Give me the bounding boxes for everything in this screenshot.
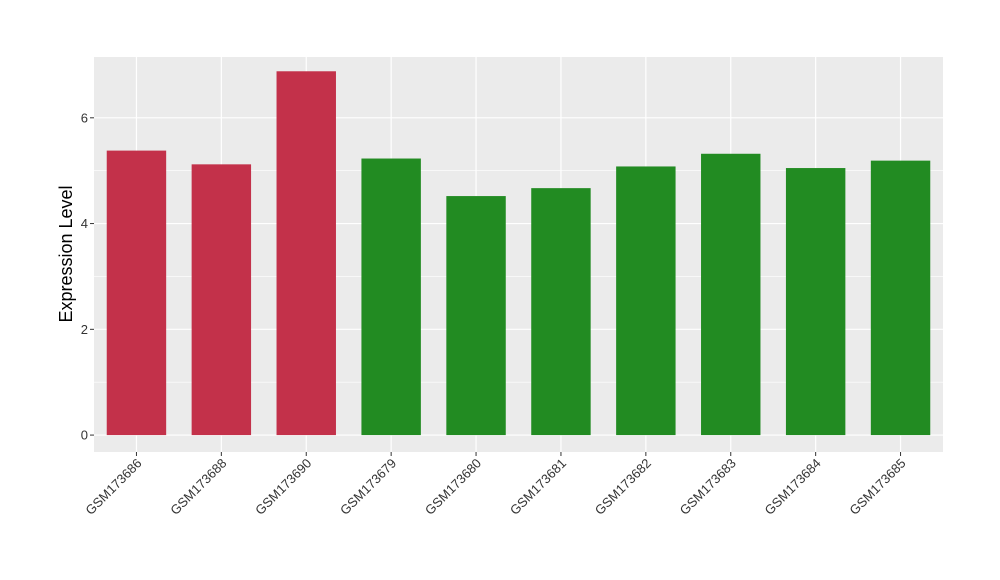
- y-axis-title: Expression Level: [56, 185, 76, 322]
- bar-GSM173683: [701, 153, 761, 436]
- bar-GSM173680: [446, 196, 506, 436]
- x-tick-label: GSM173682: [592, 456, 654, 518]
- x-tick-label: GSM173681: [507, 456, 569, 518]
- bars: [106, 71, 931, 436]
- bar-GSM173690: [276, 71, 336, 436]
- y-tick-label: 0: [81, 428, 88, 443]
- x-tick-label: GSM173683: [677, 456, 739, 518]
- y-tick-label: 2: [81, 322, 88, 337]
- bar-GSM173684: [785, 168, 846, 436]
- x-axis: GSM173686 GSM173688 GSM173690 GSM173679 GSM1…: [82, 452, 909, 518]
- bar-GSM173686: [106, 150, 167, 436]
- y-axis: 0 2 4 6: [81, 110, 94, 443]
- x-tick-label: GSM173679: [337, 456, 399, 518]
- bar-GSM173688: [191, 164, 252, 436]
- x-tick-label: GSM173690: [252, 456, 314, 518]
- bar-GSM173681: [531, 188, 591, 436]
- x-tick-label: GSM173680: [422, 456, 484, 518]
- x-tick-label: GSM173688: [167, 456, 229, 518]
- x-tick-label: GSM173686: [82, 456, 144, 518]
- y-tick-label: 4: [81, 216, 88, 231]
- y-tick-label: 6: [81, 110, 88, 125]
- bar-GSM173682: [616, 166, 676, 436]
- bar-GSM173685: [870, 160, 931, 436]
- x-tick-label: GSM173684: [762, 456, 824, 518]
- x-tick-label: GSM173685: [846, 456, 908, 518]
- bar-GSM173679: [361, 158, 421, 436]
